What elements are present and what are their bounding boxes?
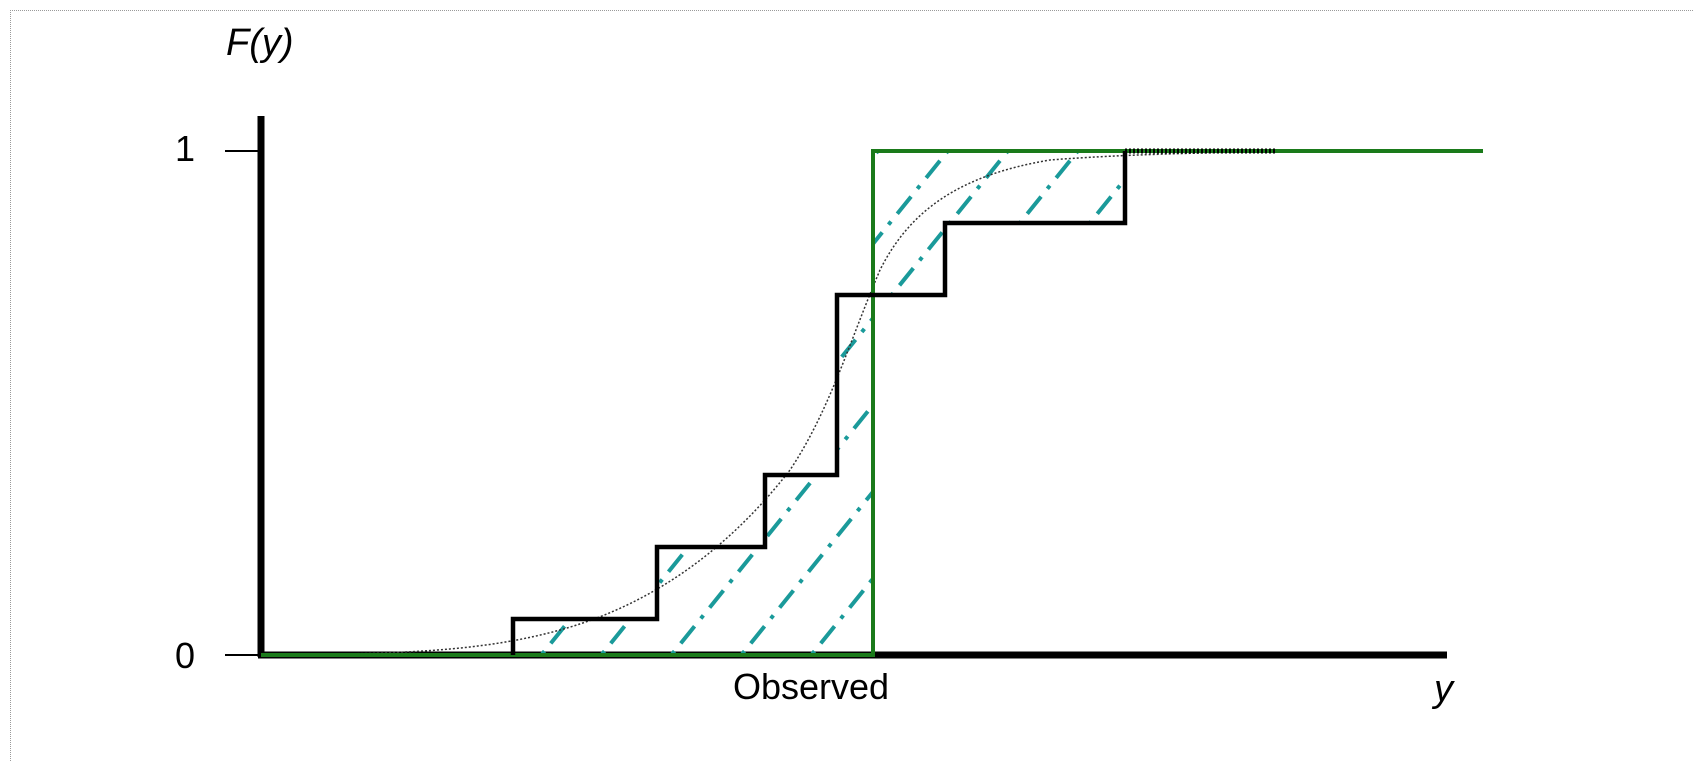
smooth-cdf-curve [260,150,1401,656]
x-axis-title: y [1431,668,1455,710]
y-axis-title: F(y) [226,22,294,64]
empirical-step-cdf [510,151,1128,655]
observed-bound-upper [261,149,1483,657]
tick-label-one: 1 [175,128,195,169]
tick-label-zero: 0 [175,635,195,676]
frame-border [10,10,1693,761]
observed-label: Observed [733,666,889,707]
